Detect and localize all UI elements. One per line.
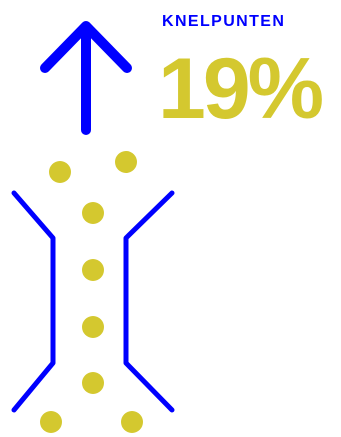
flow-dot <box>115 151 137 173</box>
flow-dot <box>49 161 71 183</box>
bottleneck-icon <box>11 190 175 413</box>
right-wall <box>123 190 175 413</box>
flow-dot <box>40 411 62 433</box>
stat-value: 19% <box>158 41 324 137</box>
flow-dots <box>40 151 143 433</box>
left-wall <box>11 190 56 413</box>
arrow-up-icon <box>40 21 132 135</box>
flow-dot <box>121 411 143 433</box>
flow-dot <box>82 259 104 281</box>
stat-label: KNELPUNTEN <box>162 13 286 30</box>
flow-dot <box>82 372 104 394</box>
flow-dot <box>82 202 104 224</box>
flow-dot <box>82 316 104 338</box>
